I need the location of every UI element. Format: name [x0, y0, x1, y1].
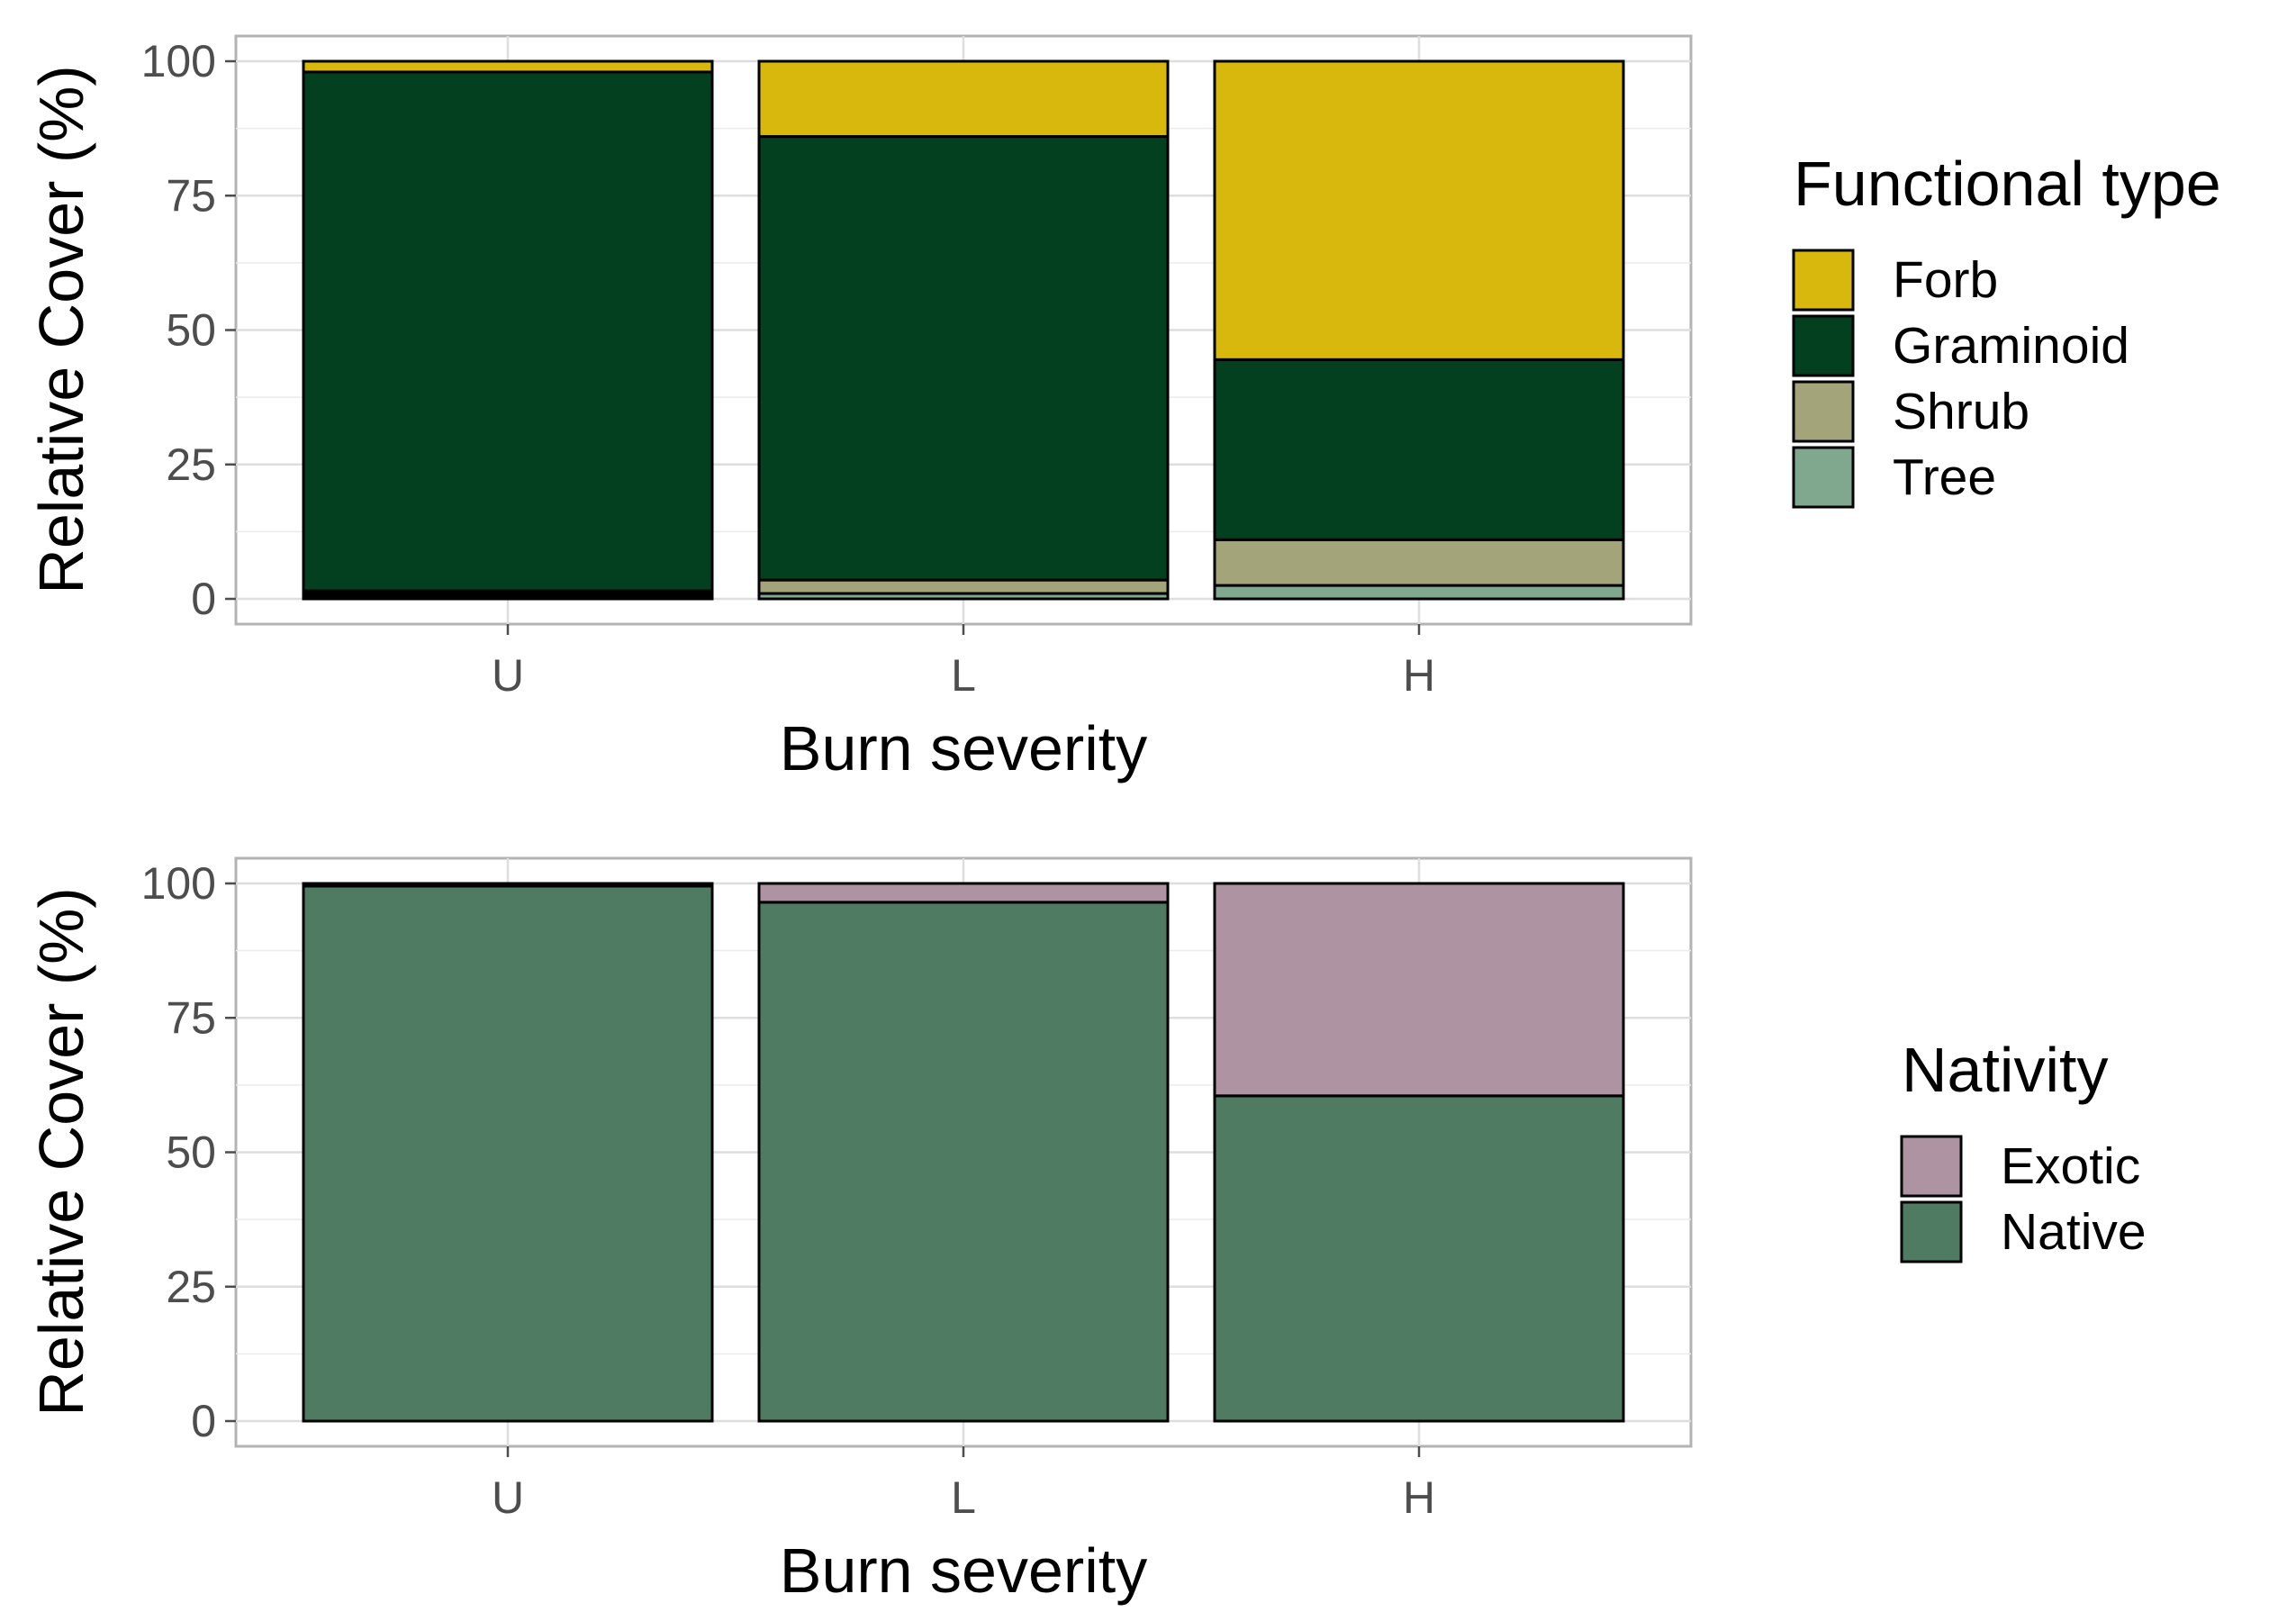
legend-key-exotic	[1900, 1135, 1963, 1198]
legend-key-native	[1900, 1200, 1963, 1263]
bar-segment-forb	[757, 59, 1170, 139]
legend-label-forb: Forb	[1893, 251, 1998, 309]
bar-segment-graminoid	[302, 70, 714, 593]
legend-functional-type: Functional type Forb Graminoid Shrub Tree	[1792, 149, 2221, 509]
bar-segment-native	[302, 884, 714, 1423]
bar-segment-tree	[1213, 584, 1625, 601]
y-tick-label: 50	[166, 305, 216, 356]
y-axis-ticks: 0 25 50 75 100	[141, 858, 236, 1446]
legend-label-tree: Tree	[1893, 448, 1996, 506]
legend-key-shrub	[1792, 380, 1855, 443]
bar-segment-graminoid	[757, 135, 1170, 582]
x-axis-title: Burn severity	[780, 1535, 1147, 1606]
y-tick-label: 50	[166, 1127, 216, 1178]
legend-title: Nativity	[1902, 1035, 2108, 1105]
x-tick-label: H	[1403, 650, 1435, 701]
bar-segment-graminoid	[1213, 358, 1625, 541]
stacked-bars	[302, 882, 1625, 1423]
bar-segment-exotic	[1213, 882, 1625, 1098]
x-axis-title: Burn severity	[780, 713, 1147, 783]
y-tick-label: 100	[141, 36, 216, 86]
panel-nativity: 0 25 50 75 100 U L H Burn severity Relative Co…	[26, 856, 2147, 1606]
legend-keys: Exotic Native	[1900, 1135, 2147, 1263]
panel-functional-type: 0 25 50 75 100 U L H Burn severity Relative Co…	[26, 34, 2221, 783]
y-tick-label: 25	[166, 439, 216, 490]
bar-segment-forb	[302, 59, 714, 74]
bar-segment-shrub	[1213, 538, 1625, 587]
legend-title: Functional type	[1794, 149, 2221, 219]
x-tick-label: U	[492, 1472, 524, 1523]
y-tick-label: 75	[166, 992, 216, 1043]
legend-key-graminoid	[1792, 314, 1855, 377]
y-tick-label: 0	[191, 574, 216, 624]
y-axis-title: Relative Cover (%)	[26, 65, 96, 593]
legend-label-native: Native	[2001, 1203, 2147, 1261]
stacked-bars	[302, 59, 1625, 601]
y-axis-title: Relative Cover (%)	[26, 887, 96, 1416]
x-tick-label: L	[951, 1472, 976, 1523]
x-tick-label: H	[1403, 1472, 1435, 1523]
legend-key-forb	[1792, 249, 1855, 312]
y-tick-label: 25	[166, 1262, 216, 1312]
legend-label-shrub: Shrub	[1893, 383, 2029, 440]
bar-segment-shrub	[757, 578, 1170, 595]
x-tick-label: L	[951, 650, 976, 701]
bar-segment-forb	[1213, 59, 1625, 361]
y-axis-ticks: 0 25 50 75 100	[141, 36, 236, 624]
legend-nativity: Nativity Exotic Native	[1900, 1035, 2147, 1263]
legend-keys: Forb Graminoid Shrub Tree	[1792, 249, 2129, 509]
y-tick-label: 75	[166, 170, 216, 221]
bar-segment-unlabeled	[302, 882, 714, 888]
bar-segment-exotic	[757, 882, 1170, 904]
bar-segment-native	[1213, 1094, 1625, 1423]
legend-label-graminoid: Graminoid	[1893, 317, 2129, 375]
bar-segment-native	[757, 901, 1170, 1423]
legend-label-exotic: Exotic	[2001, 1137, 2140, 1195]
y-tick-label: 100	[141, 858, 216, 909]
y-tick-label: 0	[191, 1396, 216, 1446]
x-tick-label: U	[492, 650, 524, 701]
legend-key-tree	[1792, 446, 1855, 509]
